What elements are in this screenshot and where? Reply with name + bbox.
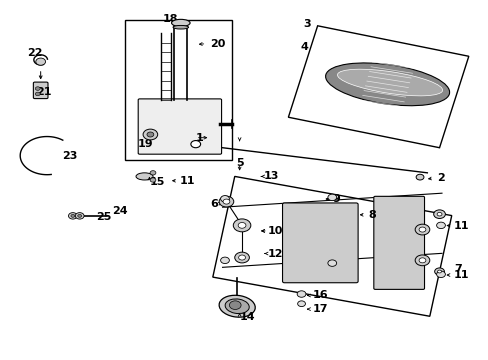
Text: 1: 1 — [195, 133, 203, 143]
Circle shape — [150, 178, 156, 182]
Text: 18: 18 — [163, 14, 178, 24]
Text: 2: 2 — [436, 173, 444, 183]
Circle shape — [233, 219, 250, 232]
Circle shape — [147, 132, 154, 137]
Text: 24: 24 — [112, 206, 127, 216]
Text: 25: 25 — [96, 212, 111, 222]
Text: 11: 11 — [453, 270, 468, 280]
Circle shape — [414, 224, 429, 235]
Text: 13: 13 — [264, 171, 279, 181]
Circle shape — [238, 255, 245, 260]
Bar — [125, 21, 232, 160]
Ellipse shape — [337, 69, 442, 96]
Ellipse shape — [136, 173, 153, 180]
Circle shape — [415, 174, 423, 180]
Text: 11: 11 — [453, 221, 468, 230]
FancyBboxPatch shape — [282, 203, 357, 283]
Text: 6: 6 — [209, 199, 217, 209]
Text: 15: 15 — [149, 177, 164, 187]
Circle shape — [436, 212, 441, 216]
Circle shape — [327, 260, 336, 266]
Circle shape — [437, 270, 441, 273]
Text: 17: 17 — [312, 304, 327, 314]
Circle shape — [71, 215, 75, 217]
Circle shape — [238, 222, 245, 228]
Circle shape — [418, 227, 425, 232]
Text: 11: 11 — [180, 176, 195, 186]
Text: 22: 22 — [27, 48, 43, 58]
Text: 23: 23 — [61, 150, 77, 161]
Text: 7: 7 — [453, 264, 461, 274]
Circle shape — [234, 252, 249, 263]
Ellipse shape — [219, 295, 255, 317]
Ellipse shape — [224, 299, 249, 314]
FancyBboxPatch shape — [373, 196, 424, 289]
Circle shape — [327, 194, 336, 201]
Circle shape — [297, 301, 305, 307]
Circle shape — [433, 210, 445, 219]
Ellipse shape — [325, 63, 448, 106]
Ellipse shape — [173, 26, 188, 29]
Text: 4: 4 — [300, 42, 308, 52]
Circle shape — [190, 140, 200, 148]
FancyBboxPatch shape — [33, 82, 48, 99]
Circle shape — [35, 87, 40, 90]
Text: 3: 3 — [303, 19, 310, 29]
Circle shape — [414, 255, 429, 266]
Text: 21: 21 — [36, 87, 52, 97]
Circle shape — [143, 129, 158, 140]
Text: 20: 20 — [210, 39, 225, 49]
Circle shape — [220, 195, 229, 202]
Circle shape — [436, 271, 445, 278]
Text: 8: 8 — [368, 210, 376, 220]
Text: 14: 14 — [239, 312, 255, 322]
Text: 19: 19 — [137, 139, 153, 149]
Circle shape — [229, 301, 241, 310]
Polygon shape — [288, 26, 468, 148]
Circle shape — [36, 58, 45, 65]
Polygon shape — [212, 176, 451, 316]
Circle shape — [418, 258, 425, 263]
Text: 12: 12 — [267, 248, 283, 258]
FancyBboxPatch shape — [138, 99, 221, 154]
Circle shape — [75, 213, 84, 219]
Circle shape — [219, 196, 233, 207]
Text: 10: 10 — [267, 226, 283, 236]
Text: 16: 16 — [312, 291, 328, 301]
Circle shape — [150, 171, 156, 175]
Text: 5: 5 — [235, 158, 243, 168]
Text: 9: 9 — [331, 194, 340, 204]
Circle shape — [35, 92, 40, 96]
Circle shape — [297, 291, 305, 297]
Circle shape — [223, 199, 229, 204]
Circle shape — [434, 268, 444, 275]
Ellipse shape — [171, 19, 190, 27]
Circle shape — [436, 222, 445, 229]
Circle shape — [68, 213, 77, 219]
Circle shape — [78, 215, 81, 217]
Circle shape — [220, 257, 229, 264]
